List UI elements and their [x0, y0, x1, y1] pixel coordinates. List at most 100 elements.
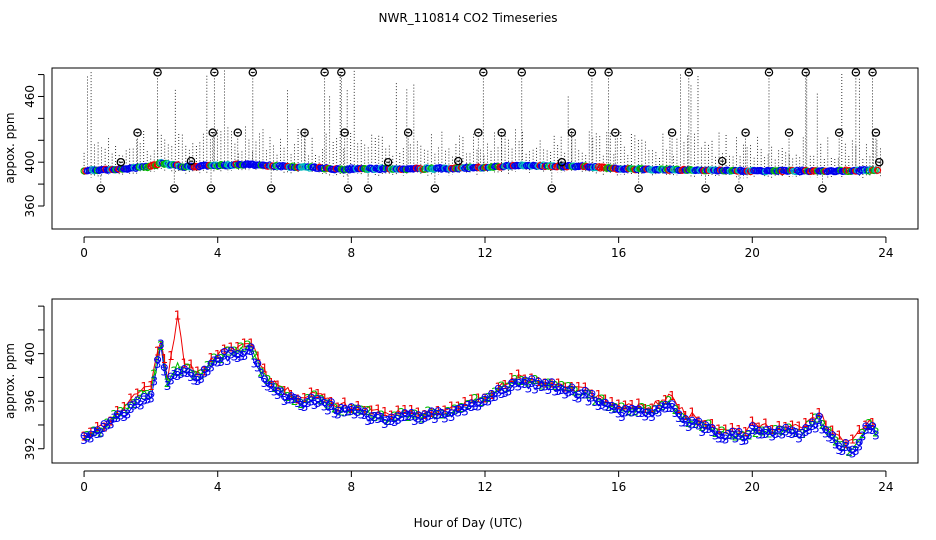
bottom-series-circle [681, 415, 689, 423]
bottom-series-marker-3: 3 [404, 409, 412, 423]
top-x-axis-tick-label: 4 [214, 246, 222, 260]
top-data-point [421, 165, 429, 173]
bottom-series-marker-3: 3 [698, 425, 706, 439]
bottom-series-marker-1: 1 [575, 380, 583, 394]
bottom-series-circle [254, 359, 262, 367]
top-outlier-point [557, 157, 567, 167]
bottom-series-marker-3: 3 [211, 355, 219, 369]
bottom-series-marker-3: 3 [241, 349, 249, 363]
top-x-axis: 0 4 8 12 16 20 24 [80, 236, 894, 260]
bottom-series-marker-3: 3 [565, 386, 573, 400]
bottom-series-circle [314, 395, 322, 403]
bottom-series-circle [641, 408, 649, 416]
bottom-series-marker-1: 1 [635, 397, 643, 411]
top-outlier-point [248, 68, 258, 77]
bottom-series-marker-1: 1 [501, 378, 509, 392]
bottom-series-marker-3: 3 [454, 406, 462, 420]
bottom-series-circle [661, 400, 669, 408]
bottom-series-circle [695, 417, 703, 425]
bottom-series-marker-3: 3 [508, 380, 516, 394]
bottom-series-circle [561, 386, 569, 394]
bottom-series-marker-2: 2 [231, 345, 239, 359]
bottom-series-marker-3: 3 [164, 379, 172, 393]
bottom-series-marker-1: 1 [541, 376, 549, 390]
top-outlier-point [479, 68, 488, 77]
top-data-point [539, 161, 548, 169]
bottom-series-marker-3: 3 [598, 398, 606, 412]
bottom-series-circle [595, 398, 603, 406]
bottom-series-marker-3: 3 [348, 404, 356, 418]
bottom-series-marker-3: 3 [551, 384, 559, 398]
bottom-series-marker-3: 3 [712, 429, 720, 443]
bottom-series-marker-1: 1 [414, 405, 422, 419]
bottom-series-marker-1: 1 [615, 398, 623, 412]
bottom-series-circle [174, 368, 182, 376]
bottom-series-marker-1: 1 [849, 432, 857, 446]
bottom-series-marker-2: 2 [665, 394, 673, 408]
top-data-point [275, 162, 284, 170]
top-plot-frame [51, 67, 919, 230]
bottom-series-marker-1: 1 [154, 344, 162, 358]
top-data-point [853, 166, 862, 174]
bottom-series-marker-3: 3 [237, 350, 245, 364]
bottom-series-marker-3: 3 [755, 428, 763, 442]
bottom-series-circle [274, 387, 282, 395]
bottom-series-marker-3: 3 [625, 404, 633, 418]
bottom-series-circle [534, 377, 542, 385]
bottom-series-marker-2: 2 [351, 403, 359, 417]
bottom-series-marker-3: 3 [829, 432, 837, 446]
bottom-series-marker-1: 1 [795, 419, 803, 433]
top-outlier-point [851, 68, 861, 77]
bottom-series-marker-3: 3 [314, 396, 322, 410]
bottom-series-marker-1: 1 [495, 381, 503, 395]
bottom-series-circle [735, 427, 743, 435]
bottom-series-marker-2: 2 [110, 408, 118, 422]
figure-title: NWR_110814 CO2 Timeseries [379, 11, 558, 25]
bottom-series-marker-2: 2 [404, 410, 412, 424]
top-x-axis-tick-label: 16 [611, 246, 626, 260]
bottom-series-marker-3: 3 [150, 374, 158, 388]
top-outlier-point [430, 184, 440, 193]
bottom-series-marker-3: 3 [381, 417, 389, 431]
bottom-series-circle [381, 416, 389, 424]
bottom-series-marker-1: 1 [388, 408, 396, 422]
bottom-series-marker-2: 2 [845, 445, 853, 459]
bottom-series-circle [341, 404, 349, 412]
bottom-series-marker-3: 3 [207, 360, 215, 374]
bottom-y-axis-label: approx. ppm [3, 343, 17, 419]
bottom-series-marker-3: 3 [528, 376, 536, 390]
top-outlier-point [363, 184, 373, 193]
bottom-series-marker-2: 2 [725, 427, 733, 441]
top-outlier-point [170, 184, 179, 193]
bottom-series-circle [628, 404, 636, 412]
bottom-series-marker-3: 3 [535, 378, 543, 392]
top-outlier-point [208, 128, 217, 137]
bottom-series-marker-3: 3 [224, 354, 232, 368]
bottom-series-circle [835, 442, 843, 450]
bottom-series-marker-3: 3 [795, 431, 803, 445]
top-data-point [331, 166, 339, 174]
bottom-series-marker-3: 3 [802, 425, 810, 439]
bottom-series-marker-1: 1 [374, 402, 382, 416]
bottom-series-marker-1: 1 [434, 404, 442, 418]
bottom-series-circle [361, 407, 369, 415]
bottom-series-marker-1: 1 [167, 349, 175, 363]
bottom-series-circle [514, 379, 522, 387]
bottom-series-marker-3: 3 [317, 394, 325, 408]
bottom-series-marker-1: 1 [722, 422, 730, 436]
bottom-series-marker-3: 3 [394, 413, 402, 427]
bottom-series-marker-1: 1 [481, 391, 489, 405]
top-outlier-point [868, 68, 877, 77]
bottom-series-marker-1: 1 [408, 403, 416, 417]
bottom-series-marker-1: 1 [835, 428, 843, 442]
bottom-series-marker-3: 3 [832, 437, 840, 451]
bottom-series-marker-2: 2 [779, 424, 787, 438]
top-outlier-point [186, 156, 196, 166]
bottom-series-circle [267, 380, 275, 388]
bottom-series-marker-1: 1 [855, 423, 863, 437]
bottom-series-marker-3: 3 [728, 428, 736, 442]
bottom-series-circle [601, 398, 609, 406]
bottom-series-circle [93, 426, 101, 434]
bottom-series-marker-1: 1 [862, 419, 870, 433]
